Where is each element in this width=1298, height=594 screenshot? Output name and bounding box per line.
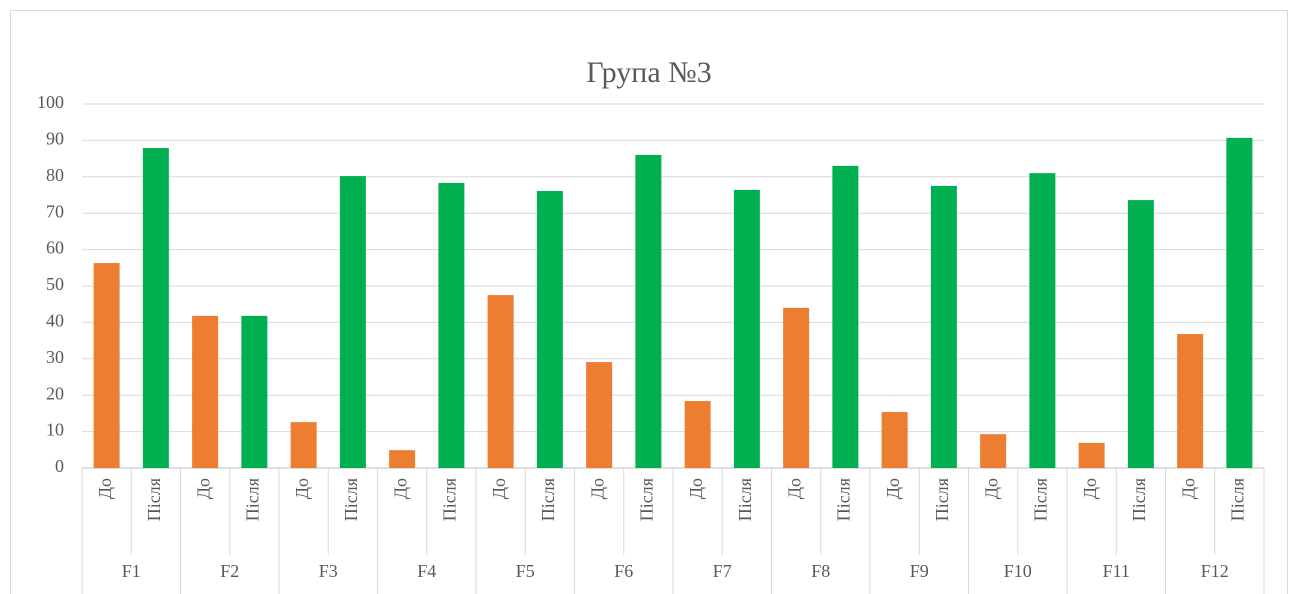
bar — [930, 185, 957, 468]
x-group-label: F8 — [811, 561, 830, 581]
bar — [1177, 334, 1204, 468]
x-tick-label: До — [489, 478, 509, 499]
bar — [832, 165, 859, 468]
x-group-label: F5 — [516, 561, 535, 581]
bar — [635, 154, 662, 468]
bar — [1127, 200, 1154, 468]
x-tick-label: До — [193, 478, 213, 499]
x-tick-label: Після — [538, 478, 558, 521]
bar — [389, 450, 416, 468]
bar — [1226, 137, 1253, 469]
x-tick-label: До — [1178, 478, 1198, 499]
bar — [881, 411, 908, 468]
x-tick-label: До — [292, 478, 312, 499]
x-group-label: F4 — [417, 561, 436, 581]
x-tick-label: До — [390, 478, 410, 499]
bar — [93, 263, 120, 468]
x-tick-label: До — [1080, 478, 1100, 499]
x-tick-label: До — [883, 478, 903, 499]
x-tick-label: Після — [637, 478, 657, 521]
y-tick-label: 70 — [46, 201, 64, 221]
x-tick-label: Після — [932, 478, 952, 521]
x-tick-label: Після — [1031, 478, 1051, 521]
y-tick-label: 10 — [46, 420, 64, 440]
x-tick-label: Після — [1129, 478, 1149, 521]
y-tick-label: 20 — [46, 383, 64, 403]
bar — [290, 422, 317, 468]
x-tick-label: До — [981, 478, 1001, 499]
x-group-label: F11 — [1103, 561, 1130, 581]
x-group-label: F12 — [1201, 561, 1229, 581]
x-tick-label: Після — [144, 478, 164, 521]
bar — [783, 307, 810, 468]
x-group-label: F2 — [220, 561, 239, 581]
bar — [142, 148, 169, 468]
x-tick-label: Після — [735, 478, 755, 521]
x-tick-label: Після — [243, 478, 263, 521]
x-tick-label: До — [784, 478, 804, 499]
bar — [980, 434, 1007, 468]
bar — [536, 190, 563, 468]
bar — [339, 176, 366, 468]
y-tick-label: 0 — [55, 456, 64, 476]
y-tick-label: 100 — [37, 92, 64, 112]
bar — [684, 401, 711, 468]
x-group-label: F1 — [122, 561, 141, 581]
bar — [586, 362, 613, 468]
y-tick-label: 50 — [46, 274, 64, 294]
bar — [192, 315, 219, 468]
y-tick-label: 60 — [46, 238, 64, 258]
x-tick-label: Після — [440, 478, 460, 521]
x-group-label: F9 — [910, 561, 929, 581]
x-group-label: F3 — [319, 561, 338, 581]
y-tick-label: 30 — [46, 347, 64, 367]
y-tick-label: 80 — [46, 165, 64, 185]
bar — [241, 315, 268, 468]
x-tick-label: Після — [834, 478, 854, 521]
bar — [1029, 173, 1056, 468]
x-tick-label: До — [95, 478, 115, 499]
y-tick-label: 40 — [46, 311, 64, 331]
bar — [733, 189, 760, 469]
chart-title: Група №3 — [586, 56, 712, 89]
bar — [1078, 442, 1105, 468]
y-tick-label: 90 — [46, 129, 64, 149]
bar — [438, 182, 465, 468]
x-group-label: F6 — [614, 561, 633, 581]
bar — [487, 295, 514, 468]
x-group-label: F10 — [1004, 561, 1032, 581]
x-tick-label: До — [587, 478, 607, 499]
x-tick-label: До — [686, 478, 706, 499]
x-tick-label: Після — [1228, 478, 1248, 521]
x-tick-label: Після — [341, 478, 361, 521]
x-group-label: F7 — [713, 561, 732, 581]
